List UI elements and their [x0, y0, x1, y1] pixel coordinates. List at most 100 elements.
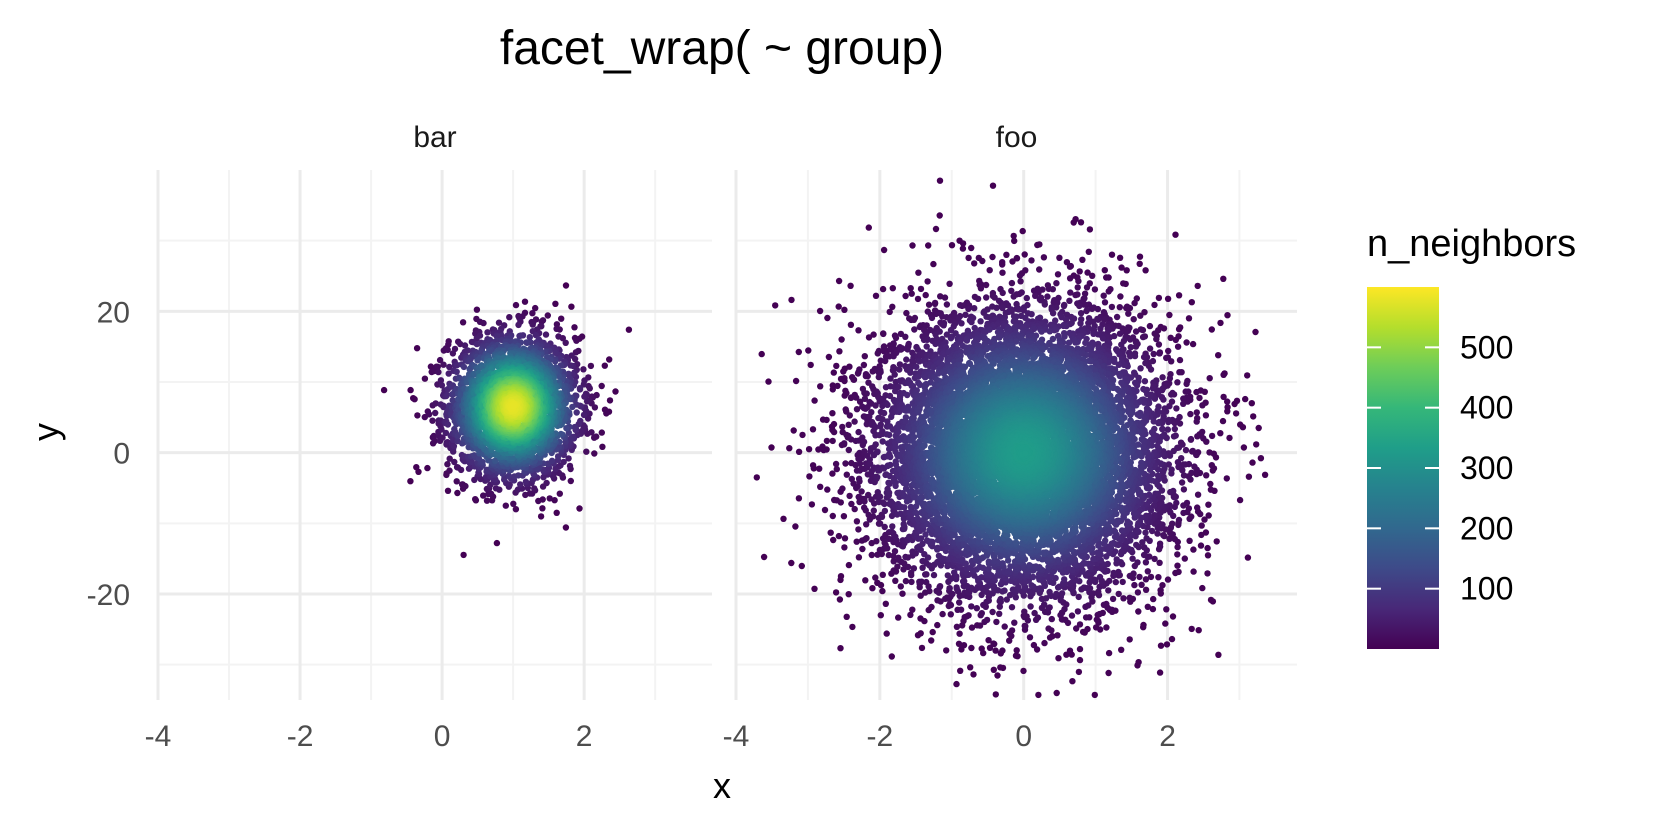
data-point	[830, 420, 838, 428]
data-point	[576, 386, 584, 393]
data-point	[923, 578, 930, 586]
data-point	[992, 691, 999, 698]
data-point	[1096, 573, 1104, 581]
data-point	[872, 292, 880, 299]
data-point	[571, 423, 578, 431]
data-point	[870, 507, 877, 514]
data-point	[861, 353, 868, 360]
data-point	[438, 426, 445, 433]
data-point	[1180, 509, 1187, 517]
data-point	[1131, 299, 1138, 307]
data-point	[830, 369, 837, 376]
data-point	[989, 253, 996, 261]
data-point	[1076, 621, 1084, 628]
data-point	[1189, 448, 1196, 455]
data-point	[1168, 635, 1176, 643]
data-point	[968, 644, 975, 652]
data-point	[957, 667, 964, 674]
data-point	[946, 585, 953, 592]
data-point	[837, 499, 844, 506]
data-point	[833, 362, 840, 370]
data-point	[971, 260, 978, 267]
data-point	[1150, 350, 1157, 358]
data-point	[599, 443, 606, 450]
data-point	[846, 492, 853, 500]
data-point	[1163, 354, 1170, 362]
data-point	[892, 577, 899, 584]
data-point	[1083, 284, 1091, 291]
data-point	[869, 585, 876, 592]
data-point	[562, 524, 570, 531]
data-point	[847, 282, 854, 289]
data-point	[567, 477, 574, 485]
data-point	[905, 563, 912, 571]
data-point	[446, 467, 453, 474]
data-point	[542, 331, 550, 338]
data-point	[908, 578, 915, 586]
y-tick-label: 20	[97, 296, 130, 329]
data-point	[480, 492, 487, 499]
data-point	[859, 545, 866, 553]
data-point	[1090, 330, 1097, 337]
data-point	[922, 291, 929, 299]
data-point	[612, 388, 619, 395]
data-point	[967, 664, 974, 671]
data-point	[1084, 625, 1091, 633]
data-point	[1252, 328, 1259, 336]
data-point	[1136, 573, 1143, 581]
data-point	[1174, 459, 1182, 466]
data-point	[1068, 612, 1076, 619]
data-point	[823, 437, 831, 445]
data-point	[996, 610, 1003, 617]
data-point	[930, 260, 937, 268]
x-tick-label: -2	[867, 720, 894, 753]
data-point	[1165, 347, 1172, 355]
data-point	[1188, 625, 1195, 633]
data-point	[946, 280, 953, 287]
data-point	[1170, 433, 1178, 440]
data-point	[1137, 312, 1144, 319]
data-point	[453, 478, 460, 485]
data-point	[1096, 610, 1103, 618]
data-point	[576, 505, 583, 512]
data-point	[1201, 516, 1208, 523]
data-point	[799, 431, 806, 439]
data-point	[1060, 302, 1068, 310]
data-point	[1176, 356, 1184, 364]
data-point	[1008, 604, 1016, 611]
data-point	[566, 462, 574, 470]
data-point	[862, 577, 869, 584]
data-point	[805, 446, 813, 453]
x-tick-label: -4	[145, 720, 172, 753]
data-point	[835, 303, 842, 310]
data-point	[1166, 311, 1173, 319]
data-point	[1011, 237, 1018, 245]
data-point	[1191, 463, 1198, 470]
data-point	[1204, 570, 1211, 577]
data-point	[1181, 555, 1189, 562]
data-point	[1072, 291, 1079, 299]
data-point	[863, 535, 870, 542]
data-point	[587, 362, 595, 370]
data-point	[625, 326, 633, 333]
data-point	[537, 513, 545, 520]
data-point	[928, 314, 936, 322]
data-point	[571, 324, 578, 331]
data-point	[583, 448, 590, 455]
data-point	[1101, 299, 1109, 306]
data-point	[936, 177, 944, 184]
data-point	[876, 493, 884, 500]
data-point	[892, 479, 899, 486]
data-point	[908, 290, 915, 297]
data-point	[1147, 366, 1155, 373]
data-point	[843, 471, 850, 478]
data-point	[885, 489, 893, 496]
data-point	[999, 261, 1006, 268]
data-point	[1175, 326, 1183, 333]
data-point	[1156, 559, 1163, 566]
data-point	[506, 314, 513, 321]
data-point	[1077, 219, 1085, 226]
data-point	[1236, 496, 1244, 504]
